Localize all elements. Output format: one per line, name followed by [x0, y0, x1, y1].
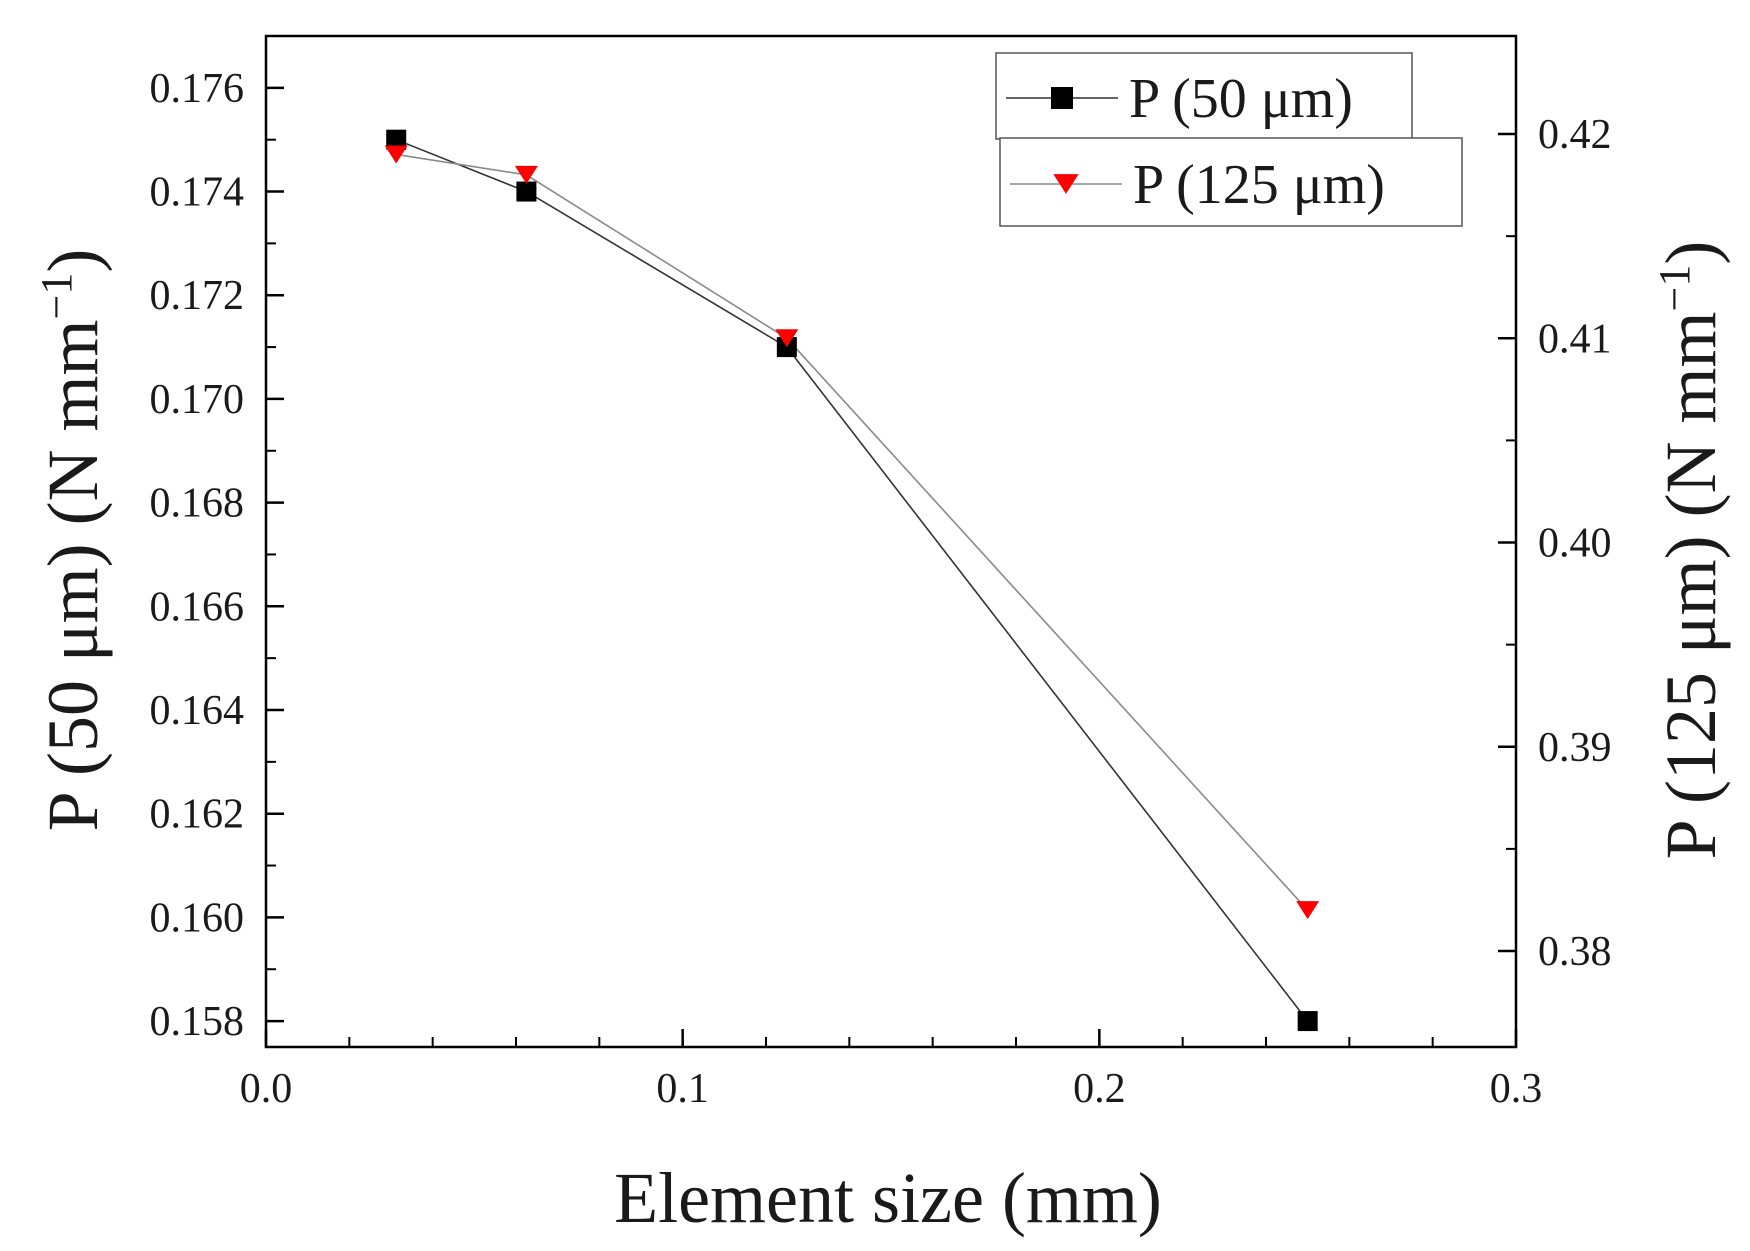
y-right-axis-ticks: 0.38 0.39 0.40 0.41 0.42 [1498, 112, 1612, 975]
y-left-tick-label: 0.162 [150, 792, 245, 838]
y-right-tick-label: 0.41 [1538, 316, 1612, 362]
y-left-axis-title-main: P (50 μm) (N mm [33, 319, 113, 831]
y-left-axis-ticks: 0.158 0.160 0.162 0.164 0.166 0.168 0.170 0.172… [150, 66, 284, 1045]
y-left-tick-label: 0.168 [150, 481, 245, 527]
x-axis-ticks: 0.0 0.1 0.2 0.3 [240, 1029, 1543, 1112]
y-right-axis-title-main: P (125 μm) (N mm [1651, 311, 1731, 859]
y-left-tick-label: 0.176 [150, 66, 245, 112]
data-point-series-1 [386, 129, 407, 150]
y-left-tick-label: 0.158 [150, 999, 245, 1045]
series-markers [384, 129, 1320, 1032]
y-left-tick-label: 0.164 [150, 688, 245, 734]
y-left-tick-label: 0.170 [150, 377, 245, 423]
y-left-axis-title: P (50 μm) (N mm−1) [32, 249, 113, 832]
y-left-tick-label: 0.166 [150, 584, 245, 630]
y-left-tick-label: 0.160 [150, 895, 245, 941]
data-point-series-2 [384, 145, 408, 164]
x-tick-label: 0.3 [1490, 1066, 1543, 1112]
legend-marker [1051, 87, 1073, 109]
legend-label: P (50 μm) [1129, 68, 1353, 130]
y-right-axis-title: P (125 μm) (N mm−1) [1650, 241, 1731, 860]
data-point-series-2 [775, 329, 799, 348]
data-point-series-1 [1297, 1011, 1318, 1032]
y-left-axis-title-close: ) [33, 249, 113, 273]
legend-entry-box [999, 137, 1463, 227]
data-point-series-2 [514, 165, 538, 184]
x-tick-label: 0.1 [656, 1066, 709, 1112]
y-right-axis-title-close: ) [1651, 241, 1731, 265]
y-left-tick-label: 0.172 [150, 273, 245, 319]
series-line-1 [395, 138, 1309, 1022]
y-left-tick-label: 0.174 [150, 170, 245, 216]
y-left-axis-title-exponent: −1 [32, 273, 81, 320]
x-tick-label: 0.0 [240, 1066, 293, 1112]
legend-marker [1053, 174, 1079, 194]
data-point-series-1 [516, 181, 537, 202]
x-axis-title: Element size (mm) [614, 1158, 1162, 1238]
y-right-tick-label: 0.40 [1538, 521, 1612, 567]
y-right-tick-label: 0.38 [1538, 929, 1612, 975]
series-line-2 [396, 153, 1309, 911]
y-right-axis-title-exponent: −1 [1650, 265, 1699, 312]
x-tick-label: 0.2 [1073, 1066, 1126, 1112]
legend-label: P (125 μm) [1133, 154, 1385, 216]
data-point-series-2 [1296, 901, 1320, 920]
series-lines [395, 138, 1309, 1022]
legend: P (50 μm) P (125 μm) [995, 52, 1463, 227]
y-right-tick-label: 0.42 [1538, 112, 1612, 158]
y-right-tick-label: 0.39 [1538, 725, 1612, 771]
